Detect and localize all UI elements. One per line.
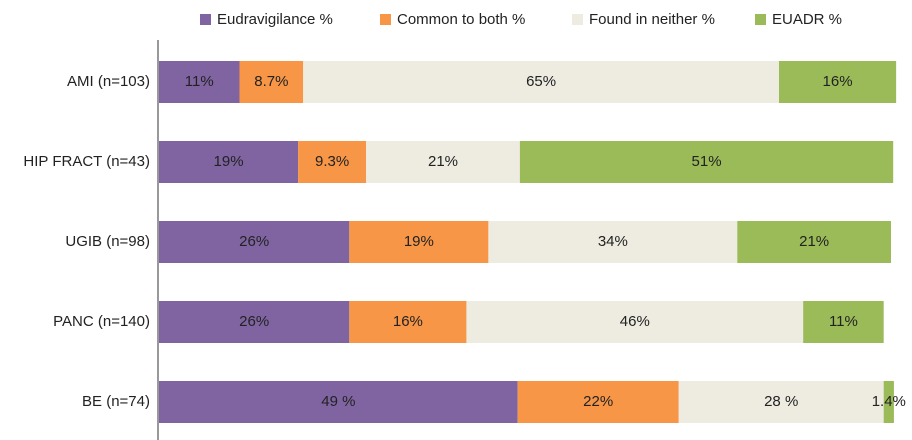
y-tick-label: HIP FRACT (n=43) bbox=[23, 153, 150, 170]
data-label: 49 % bbox=[321, 393, 355, 410]
y-tick-label: UGIB (n=98) bbox=[65, 233, 150, 250]
data-label: 46% bbox=[620, 313, 650, 330]
data-label: 34% bbox=[598, 233, 628, 250]
bar-segment bbox=[349, 301, 467, 343]
bar-segment bbox=[159, 61, 240, 103]
bar-segment bbox=[517, 381, 679, 423]
legend-label: Found in neither % bbox=[589, 11, 715, 28]
data-label: 19% bbox=[214, 153, 244, 170]
data-label: 28 % bbox=[764, 393, 798, 410]
bar-segment bbox=[159, 381, 518, 423]
legend-swatch bbox=[755, 14, 766, 25]
bar-segment bbox=[519, 141, 894, 183]
data-label: 51% bbox=[692, 153, 722, 170]
data-label: 65% bbox=[526, 73, 556, 90]
bar-segment bbox=[159, 301, 350, 343]
bar-segment bbox=[488, 221, 738, 263]
data-label: 21% bbox=[799, 233, 829, 250]
y-tick-label: BE (n=74) bbox=[82, 393, 150, 410]
y-tick-label: AMI (n=103) bbox=[67, 73, 150, 90]
data-label: 11% bbox=[829, 313, 858, 330]
data-label: 11% bbox=[185, 73, 214, 90]
legend-swatch bbox=[200, 14, 211, 25]
data-label: 22% bbox=[583, 393, 613, 410]
data-label: 19% bbox=[404, 233, 434, 250]
legend-swatch bbox=[572, 14, 583, 25]
data-label: 16% bbox=[823, 73, 853, 90]
data-label: 26% bbox=[239, 313, 269, 330]
data-label: 26% bbox=[239, 233, 269, 250]
bar-segment bbox=[737, 221, 891, 263]
data-label: 1.4% bbox=[872, 393, 906, 410]
legend-label: Eudravigilance % bbox=[217, 11, 333, 28]
data-label: 21% bbox=[428, 153, 458, 170]
bar-segment bbox=[366, 141, 520, 183]
bar-segment bbox=[883, 381, 894, 423]
bar-segment bbox=[159, 221, 350, 263]
bar-segment bbox=[678, 381, 884, 423]
legend-label: EUADR % bbox=[772, 11, 842, 28]
bar-segment bbox=[298, 141, 367, 183]
legend-label: Common to both % bbox=[397, 11, 525, 28]
legend-swatch bbox=[380, 14, 391, 25]
data-label: 16% bbox=[393, 313, 423, 330]
bar-segment bbox=[239, 61, 304, 103]
data-label: 8.7% bbox=[254, 73, 288, 90]
data-label: 9.3% bbox=[315, 153, 349, 170]
bar-segment bbox=[159, 141, 299, 183]
bar-segment bbox=[349, 221, 489, 263]
bar-segment bbox=[779, 61, 897, 103]
bar-segment bbox=[303, 61, 780, 103]
bar-segment bbox=[466, 301, 804, 343]
bar-segment bbox=[803, 301, 884, 343]
y-tick-label: PANC (n=140) bbox=[53, 313, 150, 330]
